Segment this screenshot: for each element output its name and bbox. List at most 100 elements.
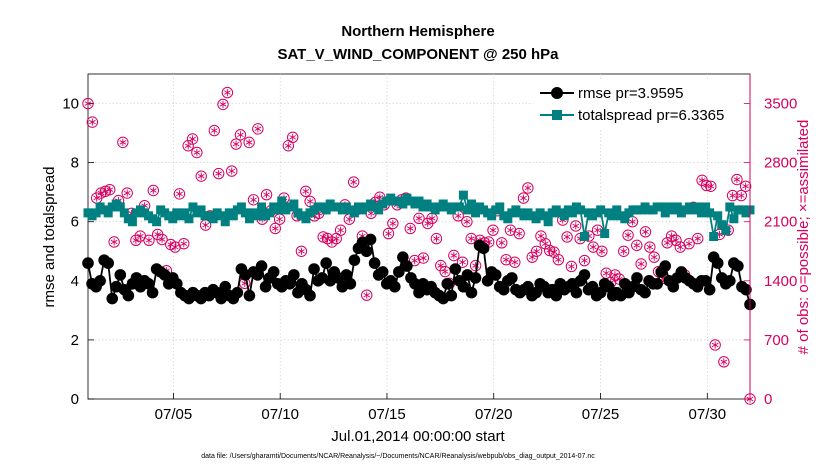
obs-possible-marker bbox=[622, 229, 634, 241]
totalspread-point bbox=[580, 232, 589, 241]
obs-possible-marker bbox=[243, 136, 255, 149]
obs-count-point bbox=[430, 232, 443, 245]
obs-assimilated-marker bbox=[232, 141, 240, 147]
obs-possible-marker bbox=[413, 212, 425, 225]
obs-count-point bbox=[578, 254, 591, 267]
obs-assimilated-marker bbox=[646, 244, 654, 250]
obs-assimilated-marker bbox=[254, 126, 262, 132]
rmse-point bbox=[740, 283, 752, 296]
obs-count-point bbox=[683, 237, 695, 250]
obs-count-point bbox=[117, 136, 129, 149]
obs-count-point bbox=[121, 187, 133, 199]
obs-count-point bbox=[269, 222, 281, 235]
rmse-point bbox=[368, 257, 381, 269]
totalspread-point bbox=[115, 202, 125, 212]
totalspread-point bbox=[119, 208, 129, 218]
obs-count-point bbox=[631, 239, 643, 252]
obs-possible-marker bbox=[260, 189, 273, 201]
totalspread-point bbox=[236, 202, 246, 212]
totalspread-point bbox=[458, 190, 468, 200]
obs-possible-marker bbox=[295, 245, 308, 257]
obs-possible-marker bbox=[565, 260, 578, 273]
obs-possible-marker bbox=[683, 237, 695, 250]
obs-count-point bbox=[286, 131, 299, 144]
rmse-point bbox=[267, 266, 280, 278]
obs-count-point bbox=[522, 182, 534, 194]
obs-possible-marker bbox=[648, 251, 660, 263]
obs-assimilated-marker bbox=[428, 216, 436, 221]
obs-count-point bbox=[539, 237, 552, 250]
obs-assimilated-marker bbox=[507, 227, 514, 233]
obs-assimilated-marker bbox=[498, 240, 506, 246]
obs-possible-marker bbox=[382, 227, 395, 240]
x-axis-label: Jul.01,2014 00:00:00 start bbox=[331, 428, 505, 445]
obs-possible-marker bbox=[665, 230, 678, 242]
totalspread-point bbox=[257, 202, 267, 212]
rmse-point bbox=[397, 251, 409, 263]
totalspread-point bbox=[575, 205, 585, 215]
y-right-tick-label: 3500 bbox=[764, 96, 797, 113]
obs-possible-marker bbox=[226, 165, 238, 177]
obs-assimilated-marker bbox=[620, 249, 628, 254]
obs-possible-marker bbox=[104, 183, 116, 196]
obs-possible-marker bbox=[500, 254, 512, 266]
obs-count-point bbox=[252, 123, 264, 135]
rmse-point bbox=[142, 277, 155, 290]
totalspread-point bbox=[612, 205, 622, 215]
obs-possible-marker bbox=[417, 252, 430, 264]
obs-count-point bbox=[143, 234, 155, 246]
obs-possible-marker bbox=[596, 245, 608, 257]
obs-assimilated-marker bbox=[463, 219, 471, 224]
obs-assimilated-marker bbox=[550, 249, 558, 255]
obs-assimilated-marker bbox=[672, 238, 680, 243]
rmse-point bbox=[457, 280, 470, 293]
obs-count-point bbox=[343, 213, 356, 225]
totalspread-point bbox=[321, 205, 331, 215]
totalspread-point bbox=[216, 211, 226, 221]
obs-assimilated-marker bbox=[337, 227, 344, 233]
obs-count-point bbox=[404, 222, 416, 235]
rmse-point bbox=[94, 275, 106, 287]
plot-area bbox=[87, 73, 751, 400]
obs-assimilated-marker bbox=[123, 190, 131, 196]
y-left-tick-label: 2 bbox=[71, 332, 79, 349]
rmse-point bbox=[667, 280, 680, 293]
obs-assimilated-marker bbox=[284, 143, 292, 148]
totalspread-point bbox=[608, 211, 618, 221]
y-right-tick-label: 700 bbox=[764, 332, 789, 349]
obs-assimilated-marker bbox=[93, 195, 101, 201]
obs-assimilated-marker bbox=[224, 90, 231, 95]
obs-count-point bbox=[387, 217, 399, 230]
obs-possible-marker bbox=[300, 185, 312, 198]
obs-count-point bbox=[147, 184, 160, 197]
obs-count-point bbox=[408, 254, 421, 267]
obs-count-point bbox=[674, 241, 687, 253]
obs-count-point bbox=[82, 97, 94, 110]
totalspread-point bbox=[466, 199, 476, 209]
totalspread-point bbox=[196, 205, 206, 215]
obs-count-series bbox=[82, 86, 756, 405]
obs-count-point bbox=[413, 212, 425, 225]
obs-assimilated-marker bbox=[572, 223, 580, 229]
obs-assimilated-marker bbox=[541, 241, 549, 246]
totalspread-point bbox=[709, 232, 719, 241]
obs-count-point bbox=[665, 230, 678, 242]
totalspread-point bbox=[729, 214, 739, 224]
obs-assimilated-marker bbox=[459, 260, 466, 265]
obs-assimilated-marker bbox=[189, 136, 196, 142]
x-tick-label: 07/05 bbox=[155, 406, 193, 423]
obs-count-point bbox=[548, 246, 560, 258]
obs-assimilated-marker bbox=[411, 258, 418, 263]
obs-assimilated-marker bbox=[685, 241, 693, 246]
obs-count-point bbox=[487, 224, 499, 236]
obs-assimilated-marker bbox=[437, 263, 445, 268]
x-tick-label: 07/25 bbox=[582, 406, 620, 423]
obs-possible-marker bbox=[448, 249, 460, 262]
obs-count-point bbox=[217, 98, 229, 111]
obs-possible-marker bbox=[191, 146, 203, 159]
obs-possible-marker bbox=[639, 226, 652, 238]
totalspread-point bbox=[180, 208, 190, 218]
obs-possible-marker bbox=[121, 187, 133, 199]
obs-assimilated-marker bbox=[184, 143, 192, 148]
